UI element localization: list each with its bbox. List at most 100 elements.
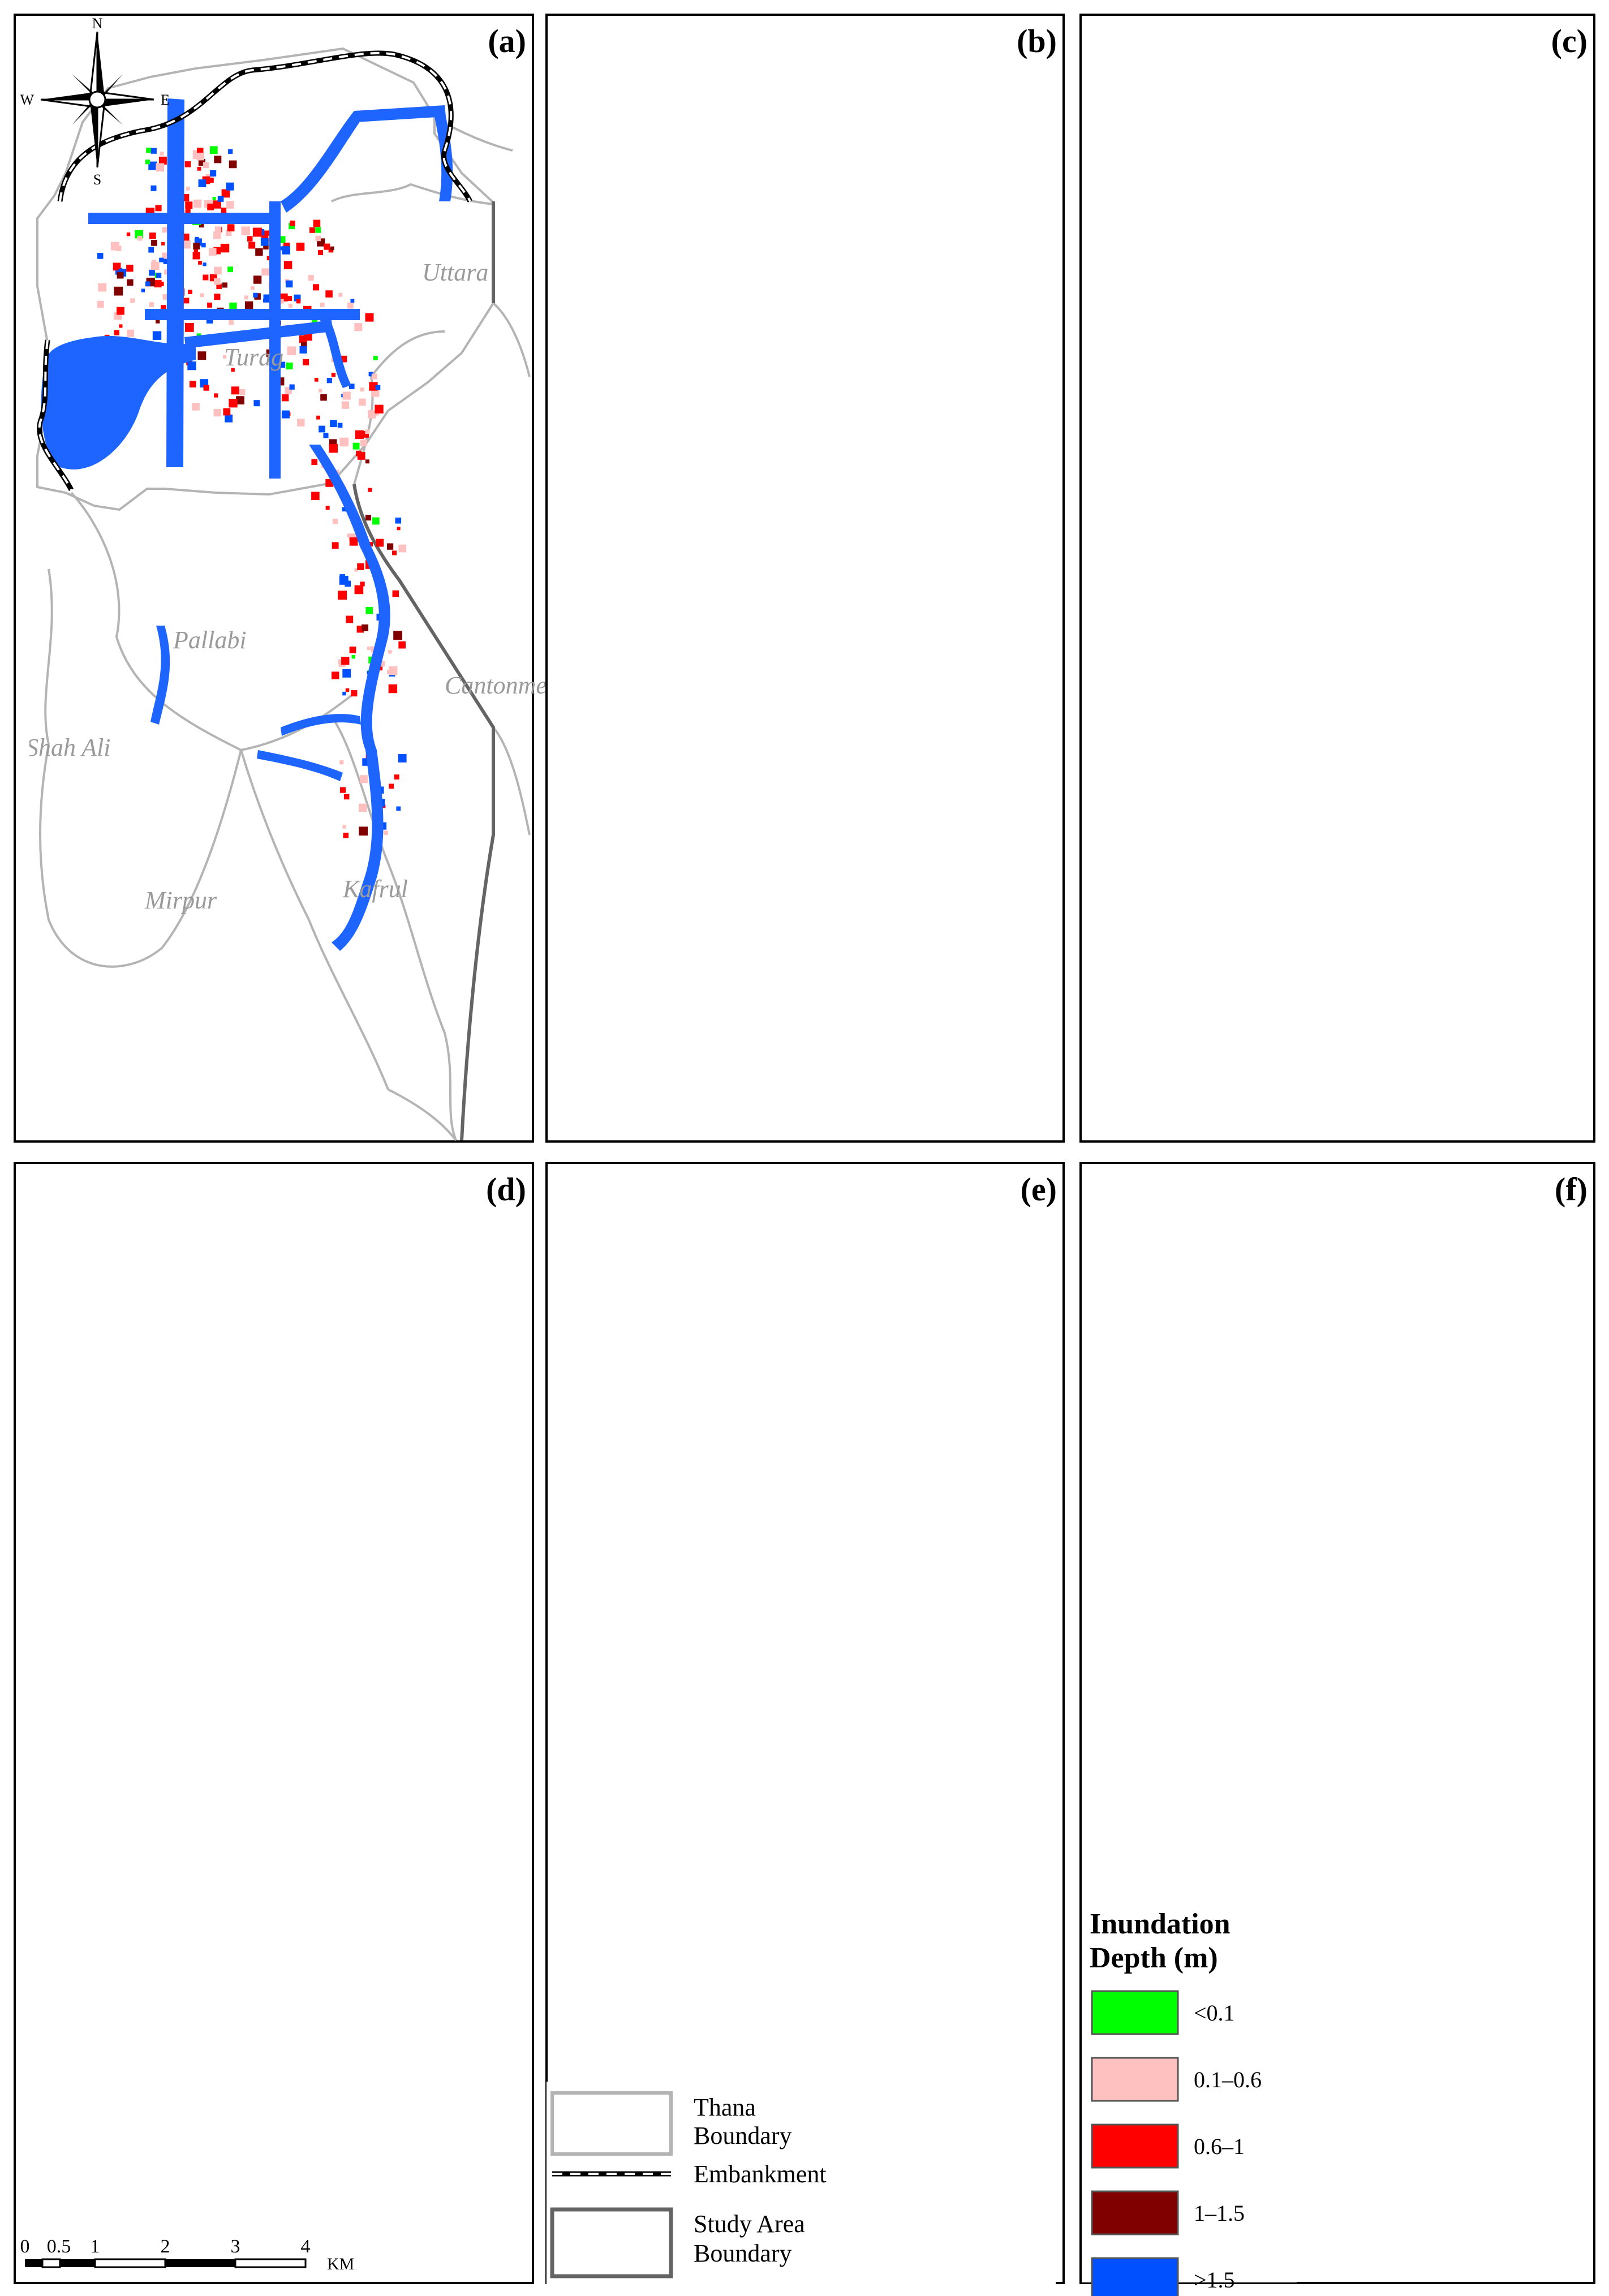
flood-cell bbox=[342, 507, 347, 512]
map-panel-a: Uttara Turag Pallabi Cantonment Shah Ali Mirp… bbox=[14, 14, 548, 1143]
flood-cell bbox=[365, 313, 374, 322]
flood-cell bbox=[225, 230, 232, 236]
flood-cell bbox=[365, 606, 373, 614]
flood-cell bbox=[184, 161, 191, 167]
flood-cell bbox=[266, 256, 272, 261]
flood-cell bbox=[193, 243, 200, 250]
flood-cell bbox=[288, 303, 292, 308]
flood-cell bbox=[117, 307, 124, 315]
flood-cell bbox=[203, 274, 209, 281]
panel-label-c: (c) bbox=[1551, 23, 1588, 59]
flood-cell bbox=[330, 246, 334, 251]
thana-label-mirpur: Mirpur bbox=[144, 886, 217, 914]
flood-cell bbox=[182, 240, 191, 249]
panel-frame-b bbox=[545, 14, 1065, 1143]
flood-cell bbox=[357, 452, 365, 460]
flood-cell bbox=[326, 378, 332, 384]
flood-cell bbox=[346, 615, 354, 623]
flood-cell bbox=[338, 292, 343, 297]
flood-cell bbox=[187, 361, 196, 371]
flood-cell bbox=[162, 227, 168, 233]
legend-embankment-label: Embankment bbox=[694, 2160, 827, 2188]
flood-cell bbox=[365, 429, 370, 434]
flood-cell bbox=[312, 318, 317, 325]
flood-cell bbox=[325, 290, 333, 298]
flood-cell bbox=[355, 430, 364, 439]
flood-cell bbox=[320, 394, 327, 401]
flood-cell bbox=[343, 794, 350, 800]
flood-cell bbox=[185, 208, 191, 213]
thana-boundary-a-9 bbox=[44, 568, 53, 745]
flood-cell bbox=[197, 166, 201, 171]
flood-cell bbox=[228, 149, 233, 154]
north-arrow-icon: N S E W bbox=[20, 15, 169, 188]
flood-cell bbox=[332, 518, 338, 524]
flood-cell bbox=[360, 581, 365, 587]
flood-cell bbox=[97, 300, 104, 308]
flood-cell bbox=[332, 671, 339, 679]
flood-cell bbox=[119, 324, 123, 328]
flood-cell bbox=[156, 273, 162, 278]
flood-cell bbox=[212, 197, 216, 201]
flood-cell bbox=[325, 506, 330, 510]
depth-swatch-1 bbox=[1091, 2057, 1179, 2102]
flood-cell bbox=[244, 301, 253, 310]
flood-cell bbox=[145, 281, 150, 287]
flood-cell bbox=[213, 200, 221, 209]
legend-thana-swatch bbox=[550, 2091, 673, 2156]
flood-cell bbox=[296, 242, 305, 251]
flood-cell bbox=[389, 783, 394, 789]
scale-tick-4: 4 bbox=[301, 2236, 311, 2257]
depth-class-label-2: 0.6–1 bbox=[1194, 2134, 1245, 2159]
scale-bar-bg bbox=[16, 2232, 367, 2281]
flood-cell bbox=[213, 231, 221, 239]
flood-cell bbox=[368, 410, 376, 419]
flood-cell bbox=[354, 585, 364, 595]
flood-cell bbox=[145, 160, 150, 165]
flood-cell bbox=[130, 298, 135, 303]
flood-cell bbox=[210, 146, 218, 154]
flood-cell bbox=[193, 199, 202, 208]
flood-cell bbox=[308, 275, 314, 281]
flood-cell bbox=[281, 410, 290, 419]
flood-cell bbox=[223, 355, 227, 359]
thana-boundary-a-4 bbox=[39, 744, 242, 968]
flood-cell bbox=[324, 243, 330, 250]
flood-cell bbox=[311, 459, 317, 466]
scale-bar: 0 0.5 1 2 3 4 KM bbox=[16, 2232, 367, 2281]
flood-cell bbox=[311, 492, 320, 501]
scale-tick-1: 1 bbox=[91, 2236, 100, 2257]
thana-boundary-a-8 bbox=[330, 715, 457, 1141]
flood-cell bbox=[309, 227, 315, 233]
depth-class-label-3: 1–1.5 bbox=[1194, 2200, 1245, 2226]
flood-cell bbox=[283, 242, 290, 249]
boundary-legend: Thana Boundary Embankment Study Area Bound… bbox=[547, 2082, 1056, 2285]
flood-cell bbox=[282, 394, 289, 402]
flood-cell bbox=[338, 591, 347, 600]
flood-cell bbox=[372, 517, 380, 525]
study-area-boundary-a bbox=[352, 484, 495, 1141]
flood-cell bbox=[388, 684, 398, 693]
flood-cell bbox=[319, 425, 325, 433]
panel-label-e: (e) bbox=[1021, 1171, 1057, 1208]
flood-cell bbox=[149, 269, 155, 276]
flood-cell bbox=[296, 299, 301, 304]
flood-cell bbox=[313, 284, 320, 291]
flood-cell bbox=[352, 442, 360, 450]
flood-cell bbox=[127, 279, 134, 286]
flood-cell bbox=[236, 396, 244, 404]
flood-cell bbox=[231, 368, 235, 372]
flood-cell bbox=[201, 243, 206, 248]
flood-cell bbox=[398, 754, 407, 763]
thana-boundary-a-1 bbox=[353, 330, 445, 485]
flood-cell bbox=[231, 386, 239, 395]
water-body-a-8 bbox=[309, 445, 390, 750]
flood-cell bbox=[373, 355, 378, 360]
flood-cell bbox=[253, 275, 262, 284]
scale-bar-seg-3 bbox=[60, 2259, 95, 2267]
flood-cell bbox=[339, 437, 349, 447]
flood-cell bbox=[285, 280, 293, 288]
flood-cell bbox=[299, 335, 307, 343]
flood-cell bbox=[341, 401, 350, 409]
thana-label-uttara: Uttara bbox=[422, 259, 488, 286]
